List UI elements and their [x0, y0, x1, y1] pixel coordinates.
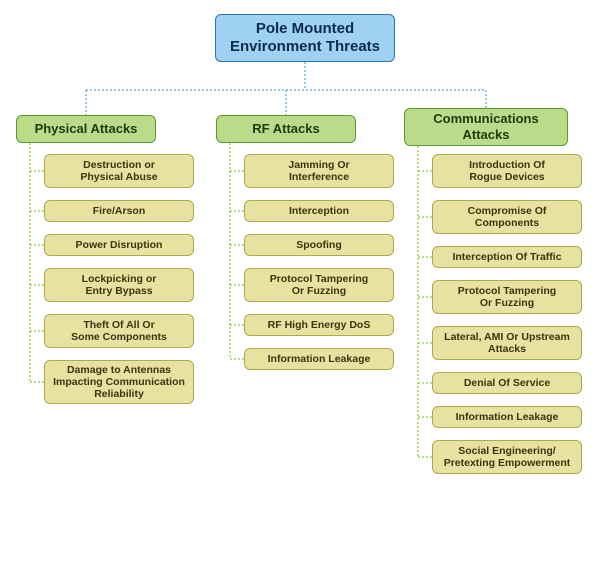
- leaf-label: Theft Of All Or Some Components: [71, 319, 167, 343]
- leaf-label: Lockpicking or Entry Bypass: [82, 273, 157, 297]
- leaf-label: Compromise Of Components: [468, 205, 547, 229]
- leaf-label: Jamming Or Interference: [288, 159, 349, 183]
- leaf-node: Information Leakage: [244, 348, 394, 370]
- leaf-label: Lateral, AMI Or Upstream Attacks: [444, 331, 570, 355]
- leaf-node: Spoofing: [244, 234, 394, 256]
- leaf-label: Information Leakage: [456, 411, 559, 423]
- leaf-node: Social Engineering/ Pretexting Empowerme…: [432, 440, 582, 474]
- category-node: RF Attacks: [216, 115, 356, 143]
- leaf-node: Introduction Of Rogue Devices: [432, 154, 582, 188]
- leaf-label: Introduction Of Rogue Devices: [469, 159, 545, 183]
- leaf-node: RF High Energy DoS: [244, 314, 394, 336]
- leaf-label: Spoofing: [296, 239, 342, 251]
- leaf-label: Protocol Tampering Or Fuzzing: [270, 273, 368, 297]
- leaf-node: Lateral, AMI Or Upstream Attacks: [432, 326, 582, 360]
- leaf-label: Fire/Arson: [93, 205, 146, 217]
- leaf-label: Destruction or Physical Abuse: [80, 159, 157, 183]
- leaf-node: Protocol Tampering Or Fuzzing: [432, 280, 582, 314]
- leaf-node: Interception: [244, 200, 394, 222]
- category-label: Physical Attacks: [35, 121, 138, 137]
- category-node: Communications Attacks: [404, 108, 568, 146]
- root-label: Pole Mounted Environment Threats: [230, 20, 380, 56]
- leaf-node: Theft Of All Or Some Components: [44, 314, 194, 348]
- category-label: Communications Attacks: [433, 111, 538, 142]
- leaf-label: Power Disruption: [76, 239, 163, 251]
- leaf-node: Destruction or Physical Abuse: [44, 154, 194, 188]
- leaf-node: Jamming Or Interference: [244, 154, 394, 188]
- root-node: Pole Mounted Environment Threats: [215, 14, 395, 62]
- leaf-node: Lockpicking or Entry Bypass: [44, 268, 194, 302]
- leaf-label: RF High Energy DoS: [268, 319, 371, 331]
- leaf-label: Social Engineering/ Pretexting Empowerme…: [444, 445, 571, 469]
- leaf-node: Information Leakage: [432, 406, 582, 428]
- leaf-node: Damage to Antennas Impacting Communicati…: [44, 360, 194, 404]
- category-node: Physical Attacks: [16, 115, 156, 143]
- leaf-node: Power Disruption: [44, 234, 194, 256]
- leaf-node: Protocol Tampering Or Fuzzing: [244, 268, 394, 302]
- leaf-node: Fire/Arson: [44, 200, 194, 222]
- leaf-node: Interception Of Traffic: [432, 246, 582, 268]
- leaf-label: Interception Of Traffic: [452, 251, 561, 263]
- leaf-label: Information Leakage: [268, 353, 371, 365]
- leaf-label: Interception: [289, 205, 349, 217]
- leaf-node: Compromise Of Components: [432, 200, 582, 234]
- leaf-label: Protocol Tampering Or Fuzzing: [458, 285, 556, 309]
- leaf-label: Denial Of Service: [464, 377, 550, 389]
- category-label: RF Attacks: [252, 121, 319, 137]
- leaf-label: Damage to Antennas Impacting Communicati…: [53, 364, 185, 400]
- leaf-node: Denial Of Service: [432, 372, 582, 394]
